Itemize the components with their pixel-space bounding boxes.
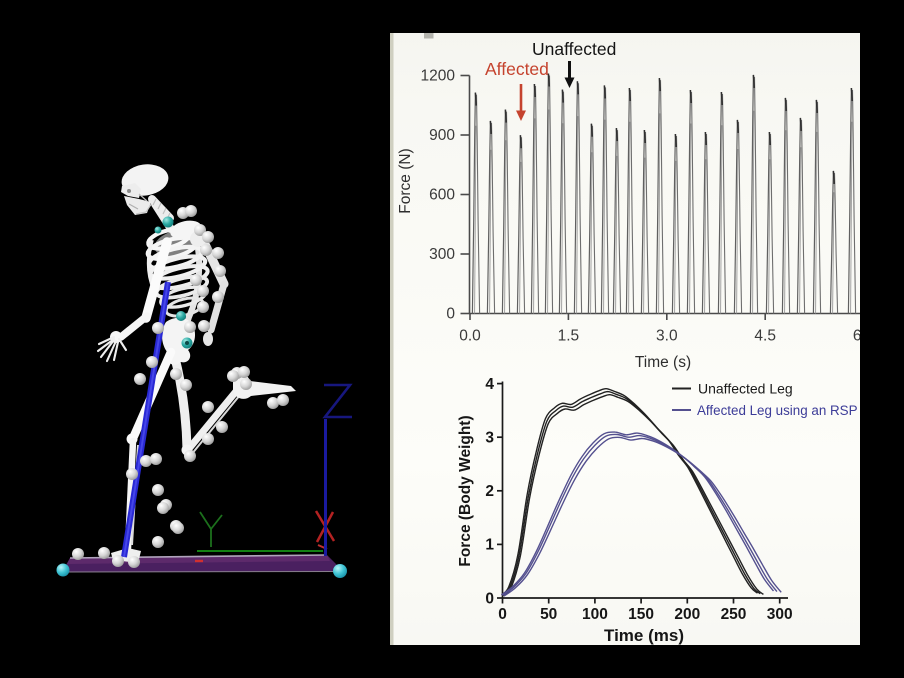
svg-text:300: 300 — [767, 606, 793, 623]
svg-text:Affected Leg using an RSP: Affected Leg using an RSP — [697, 403, 858, 418]
svg-text:Time (s): Time (s) — [635, 354, 691, 371]
svg-text:100: 100 — [582, 606, 608, 623]
svg-text:3: 3 — [485, 430, 494, 447]
svg-text:1200: 1200 — [421, 68, 456, 85]
svg-text:3.0: 3.0 — [656, 328, 678, 345]
svg-text:2: 2 — [485, 483, 494, 500]
svg-text:6.2: 6.2 — [853, 328, 875, 345]
svg-text:0.0: 0.0 — [459, 328, 481, 345]
svg-text:900: 900 — [429, 127, 455, 144]
svg-text:Time (ms): Time (ms) — [604, 626, 684, 645]
svg-text:250: 250 — [721, 606, 747, 623]
svg-text:1: 1 — [485, 537, 494, 554]
svg-text:150: 150 — [628, 606, 654, 623]
svg-text:Force (Body Weight): Force (Body Weight) — [457, 415, 474, 566]
svg-text:Unaffected: Unaffected — [532, 39, 616, 59]
svg-text:Affected: Affected — [485, 59, 549, 79]
svg-text:50: 50 — [540, 606, 557, 623]
svg-text:4: 4 — [485, 376, 494, 393]
svg-text:0: 0 — [485, 590, 494, 607]
svg-text:200: 200 — [674, 606, 700, 623]
svg-text:1.5: 1.5 — [558, 328, 580, 345]
svg-text:4.5: 4.5 — [754, 328, 776, 345]
svg-text:Unaffected Leg: Unaffected Leg — [698, 381, 793, 397]
svg-text:0: 0 — [446, 306, 455, 323]
svg-text:600: 600 — [429, 187, 455, 204]
svg-text:Force (N): Force (N) — [397, 148, 414, 213]
svg-text:300: 300 — [429, 246, 455, 263]
svg-text:0: 0 — [498, 606, 507, 623]
